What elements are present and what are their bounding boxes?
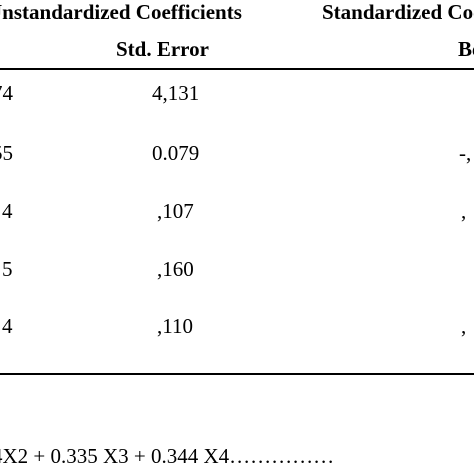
unstandardized-coefficients-header: Unstandardized Coefficients: [0, 0, 242, 24]
header-rule: [0, 68, 474, 70]
std-error-cell: ,110: [157, 314, 193, 338]
table-bottom-rule: [0, 373, 474, 375]
b-cell: 4: [2, 314, 13, 338]
beta-cell: ,: [461, 314, 467, 338]
beta-cell: ,: [461, 199, 467, 223]
std-error-cell: 4,131: [152, 81, 200, 105]
b-cell: 74: [0, 81, 13, 105]
std-error-cell: ,160: [157, 257, 194, 281]
b-cell: 55: [0, 141, 13, 165]
b-cell: 4: [2, 199, 13, 223]
b-cell: 5: [2, 257, 13, 281]
beta-cell: -,: [459, 141, 472, 165]
standardized-coefficients-header: Standardized Coefficients: [322, 0, 474, 24]
beta-column-header: Beta: [458, 37, 474, 61]
std-error-column-header: Std. Error: [116, 37, 209, 61]
regression-equation: 4X2 + 0.335 X3 + 0.344 X4……………: [0, 444, 335, 468]
std-error-cell: ,107: [157, 199, 194, 223]
std-error-cell: 0.079: [152, 141, 200, 165]
